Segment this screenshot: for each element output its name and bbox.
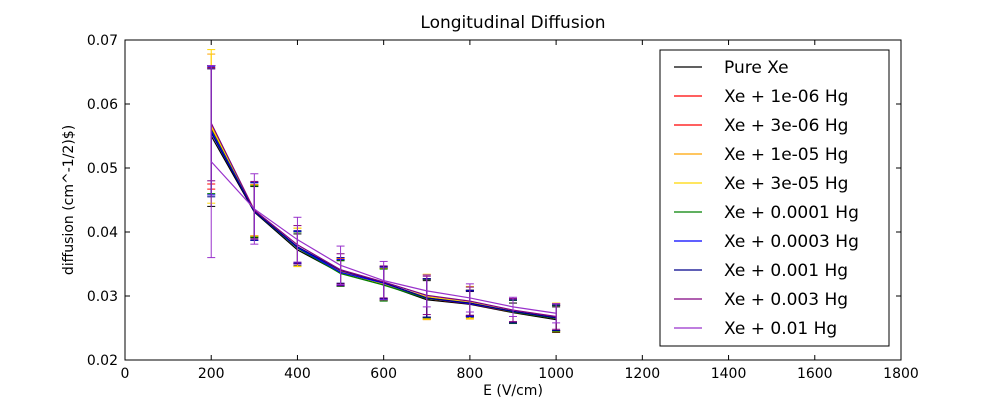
series-line <box>210 161 557 314</box>
plot-area <box>207 49 561 333</box>
y-tick-label: 0.02 <box>87 353 118 369</box>
x-tick-label: 800 <box>457 366 484 382</box>
legend: Pure Xe Xe + 1e-06 Hg Xe + 3e-06 Hg Xe + 1e… <box>659 49 890 347</box>
y-tick-label: 0.07 <box>87 33 118 49</box>
x-tick-label: 1200 <box>625 366 661 382</box>
x-tick-label: 400 <box>284 366 311 382</box>
x-tick-label: 1000 <box>538 366 574 382</box>
legend-label: Xe + 3e-06 Hg <box>724 116 848 136</box>
y-tick-label: 0.04 <box>87 225 118 241</box>
x-tick-label: 600 <box>370 366 397 382</box>
legend-label: Xe + 0.01 Hg <box>724 319 837 339</box>
x-tick-label: 1800 <box>883 366 919 382</box>
y-tick-label: 0.06 <box>87 97 118 113</box>
y-tick-label: 0.05 <box>87 161 118 177</box>
x-tick-label: 1400 <box>711 366 747 382</box>
series-9 <box>207 65 561 324</box>
legend-label: Xe + 0.0003 Hg <box>724 232 859 252</box>
x-axis-title: E (V/cm) <box>483 383 543 399</box>
legend-label: Xe + 0.0001 Hg <box>724 203 859 223</box>
legend-box <box>659 49 890 347</box>
legend-label: Xe + 0.001 Hg <box>724 261 848 281</box>
y-tick-label: 0.03 <box>87 289 118 305</box>
x-tick-label: 1600 <box>797 366 833 382</box>
axis-ticks: 0 200 400 600 800 1000 1200 1400 1600 1800 0.02 0.0… <box>87 33 919 382</box>
x-tick-label: 0 <box>121 366 130 382</box>
x-tick-label: 200 <box>198 366 225 382</box>
chart-title: Longitudinal Diffusion <box>420 13 605 33</box>
legend-label: Xe + 0.003 Hg <box>724 290 848 310</box>
legend-label: Xe + 1e-05 Hg <box>724 145 848 165</box>
legend-label: Xe + 3e-05 Hg <box>724 174 848 194</box>
y-axis-title: diffusion (cm^-1/2)$) <box>61 125 77 275</box>
legend-label: Pure Xe <box>724 58 789 78</box>
plot-frame <box>124 39 902 361</box>
legend-label: Xe + 1e-06 Hg <box>724 87 848 107</box>
